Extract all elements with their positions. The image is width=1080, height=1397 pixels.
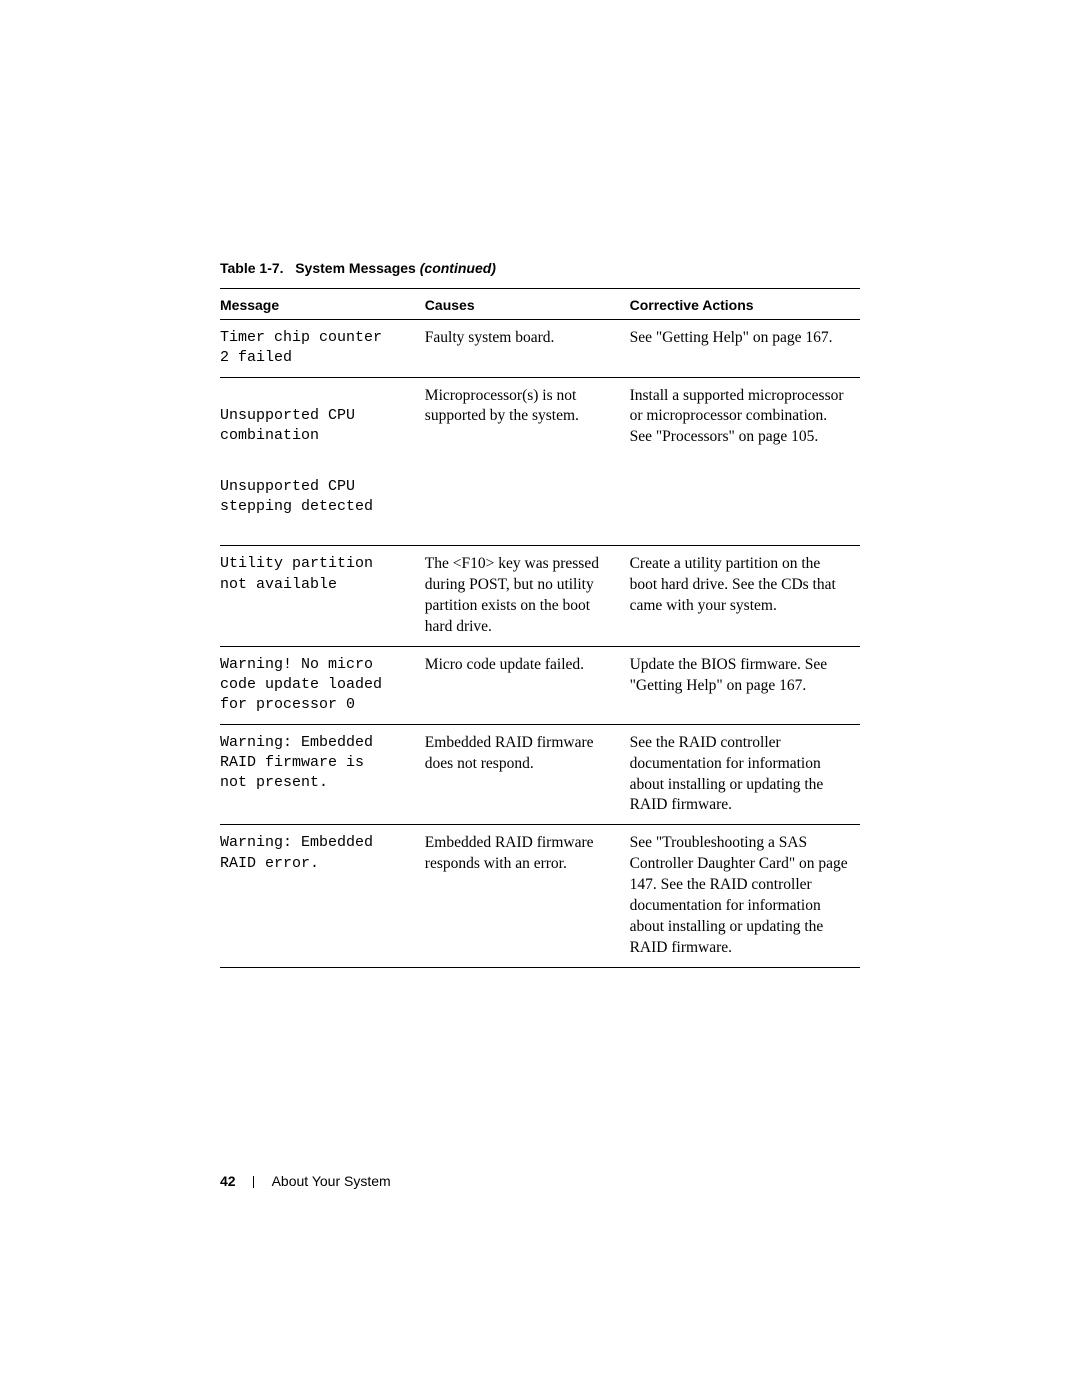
cell-action: Create a utility partition on the boot h…	[630, 546, 860, 647]
table-row: Warning: Embedded RAID firmware is not p…	[220, 724, 860, 825]
cell-cause: Faulty system board.	[425, 320, 630, 378]
cell-message: Unsupported CPU combination Unsupported …	[220, 377, 425, 546]
cell-message: Warning: Embedded RAID firmware is not p…	[220, 724, 425, 825]
header-causes: Causes	[425, 289, 630, 320]
cell-action: See "Getting Help" on page 167.	[630, 320, 860, 378]
cell-cause: The <F10> key was pressed during POST, b…	[425, 546, 630, 647]
cell-cause: Embedded RAID firmware responds with an …	[425, 825, 630, 968]
message-line: Unsupported CPU combination	[220, 406, 415, 447]
cell-cause: Embedded RAID firmware does not respond.	[425, 724, 630, 825]
table-row: Warning! No micro code update loaded for…	[220, 646, 860, 724]
cell-action: Update the BIOS firmware. See "Getting H…	[630, 646, 860, 724]
page-number: 42	[220, 1173, 236, 1189]
cell-message: Utility partition not available	[220, 546, 425, 647]
footer-section: About Your System	[272, 1173, 391, 1189]
cell-cause: Micro code update failed.	[425, 646, 630, 724]
table-row: Timer chip counter 2 failed Faulty syste…	[220, 320, 860, 378]
table-title: System Messages	[295, 260, 416, 276]
cell-cause: Microprocessor(s) is not supported by th…	[425, 377, 630, 546]
page-footer: 42 About Your System	[220, 1173, 391, 1189]
header-actions: Corrective Actions	[630, 289, 860, 320]
system-messages-table: Message Causes Corrective Actions Timer …	[220, 288, 860, 968]
table-row: Utility partition not available The <F10…	[220, 546, 860, 647]
message-line: Unsupported CPU stepping detected	[220, 477, 415, 518]
cell-message: Warning: Embedded RAID error.	[220, 825, 425, 968]
table-continued: (continued)	[420, 260, 496, 276]
cell-action: Install a supported microprocessor or mi…	[630, 377, 860, 546]
cell-action: See the RAID controller documentation fo…	[630, 724, 860, 825]
table-row: Warning: Embedded RAID error. Embedded R…	[220, 825, 860, 968]
cell-action: See "Troubleshooting a SAS Controller Da…	[630, 825, 860, 968]
header-message: Message	[220, 289, 425, 320]
cell-message: Warning! No micro code update loaded for…	[220, 646, 425, 724]
table-caption: Table 1-7. System Messages (continued)	[220, 260, 860, 276]
footer-separator	[253, 1176, 254, 1188]
cell-message: Timer chip counter 2 failed	[220, 320, 425, 378]
table-label: Table 1-7.	[220, 260, 284, 276]
table-row: Unsupported CPU combination Unsupported …	[220, 377, 860, 546]
table-header-row: Message Causes Corrective Actions	[220, 289, 860, 320]
page-content: Table 1-7. System Messages (continued) M…	[0, 0, 1080, 968]
